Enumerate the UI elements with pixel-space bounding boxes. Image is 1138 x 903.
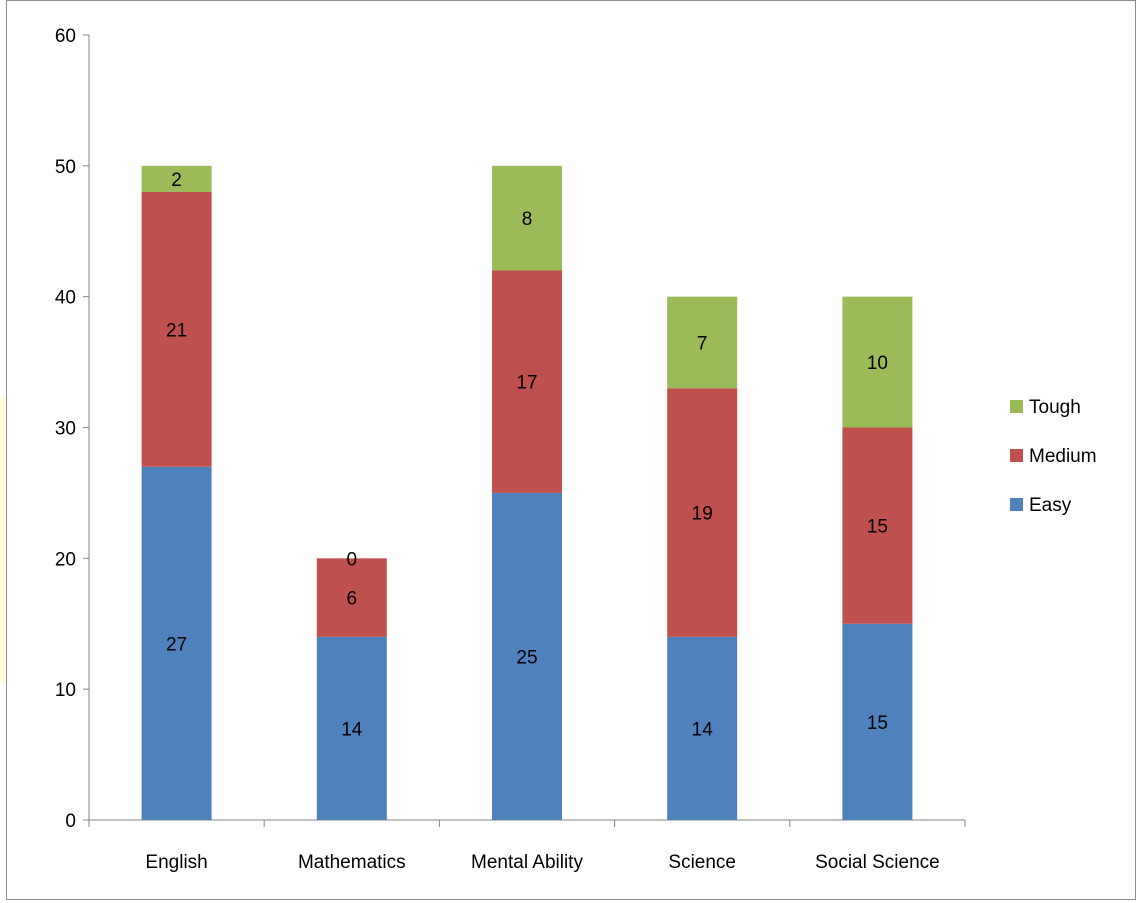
bar-easy	[316, 636, 387, 820]
bar-medium	[667, 388, 738, 637]
bar-medium	[316, 558, 387, 637]
y-tick-label: 30	[55, 419, 76, 440]
y-tick-label: 10	[55, 680, 76, 701]
data-label: 15	[867, 713, 888, 734]
bars	[141, 165, 913, 820]
data-label: 0	[347, 549, 358, 570]
legend: Tough Medium Easy	[1010, 397, 1097, 516]
bar-tough	[141, 165, 212, 192]
legend-swatch	[1010, 400, 1023, 413]
y-tick-label: 50	[55, 157, 76, 178]
data-label: 14	[341, 719, 363, 740]
bar-easy	[667, 636, 738, 820]
legend-label: Easy	[1029, 495, 1072, 516]
x-tick-label: Science	[668, 852, 736, 873]
bar-easy	[141, 466, 212, 820]
bar-tough	[667, 296, 738, 389]
legend-swatch	[1010, 449, 1023, 462]
legend-label: Medium	[1029, 446, 1097, 467]
data-label: 7	[697, 333, 708, 354]
y-tick-label: 0	[65, 811, 76, 832]
bar-easy	[492, 492, 562, 820]
bar-medium	[141, 192, 212, 467]
data-label: 25	[516, 647, 537, 668]
data-label: 27	[166, 634, 187, 655]
data-label: 14	[692, 719, 714, 740]
x-tick-label: Mental Ability	[471, 852, 583, 873]
bar-medium	[842, 427, 913, 624]
bar-medium	[492, 270, 562, 493]
x-tick-label: Mathematics	[298, 852, 406, 873]
data-labels: 27 21 2 14 6 0 25 17 8 14 19 7 15 15 10	[166, 170, 888, 741]
data-label: 2	[171, 170, 182, 191]
x-tick-label: Social Science	[815, 852, 940, 873]
data-label: 19	[692, 504, 713, 525]
bar-tough	[842, 296, 913, 428]
data-label: 8	[522, 209, 533, 230]
legend-label: Tough	[1029, 397, 1081, 418]
x-tick-label: English	[145, 852, 207, 873]
data-label: 10	[867, 353, 888, 374]
legend-swatch	[1010, 498, 1023, 511]
bar-easy	[842, 623, 913, 820]
data-label: 15	[867, 517, 888, 538]
y-tick-label: 20	[55, 549, 76, 570]
data-label: 17	[516, 373, 537, 394]
y-tick-label: 40	[55, 288, 76, 309]
bar-tough	[492, 165, 562, 271]
background-highlight	[0, 398, 6, 684]
data-label: 6	[347, 589, 358, 610]
data-label: 21	[166, 320, 187, 341]
y-tick-label: 60	[55, 26, 76, 47]
